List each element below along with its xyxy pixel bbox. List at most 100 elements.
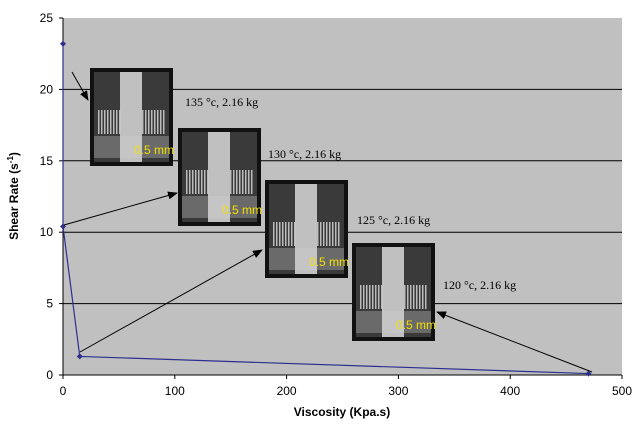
x-tick-label: 300: [388, 384, 408, 398]
die-tooth: [151, 110, 153, 134]
die-tooth: [239, 170, 241, 194]
die-tooth: [104, 110, 106, 134]
die-tooth: [160, 110, 162, 134]
photo-inset: 0.5 mm: [178, 128, 262, 226]
annotation: 135 °c, 2.16 kg: [185, 95, 258, 109]
die-tooth: [145, 110, 147, 134]
die-tooth: [323, 222, 325, 246]
data-point: [585, 370, 592, 377]
filament: [208, 132, 230, 222]
die-tooth: [338, 222, 340, 246]
y-tick-label: 0: [46, 368, 53, 382]
data-point: [76, 353, 83, 360]
die-tooth: [320, 222, 322, 246]
die-tooth: [142, 110, 144, 134]
die-tooth: [186, 170, 188, 194]
die-tooth: [157, 110, 159, 134]
die-tooth: [381, 285, 383, 309]
die-tooth: [416, 285, 418, 309]
die-tooth: [276, 222, 278, 246]
die-tooth: [230, 170, 232, 194]
die-tooth: [407, 285, 409, 309]
die-tooth: [116, 110, 118, 134]
die-tooth: [375, 285, 377, 309]
die-tooth: [236, 170, 238, 194]
die-tooth: [413, 285, 415, 309]
die-tooth: [378, 285, 380, 309]
x-tick-label: 100: [165, 384, 185, 398]
die-tooth: [285, 222, 287, 246]
annotation: 120 °c, 2.16 kg: [443, 278, 516, 292]
data-point: [60, 40, 66, 47]
die-tooth: [332, 222, 334, 246]
annotation: 125 °c, 2.16 kg: [357, 213, 430, 227]
die-tooth: [148, 110, 150, 134]
die-tooth: [201, 170, 203, 194]
die-tooth: [110, 110, 112, 134]
die-tooth: [113, 110, 115, 134]
die-tooth: [154, 110, 156, 134]
die-tooth: [242, 170, 244, 194]
die-tooth: [335, 222, 337, 246]
die-tooth: [98, 110, 100, 134]
die-tooth: [291, 222, 293, 246]
die-tooth: [101, 110, 103, 134]
die-tooth: [329, 222, 331, 246]
die-tooth: [251, 170, 253, 194]
die-tooth: [119, 110, 121, 134]
die-tooth: [248, 170, 250, 194]
arrows: [63, 71, 593, 373]
x-axis-label: Viscosity (Kpa.s): [294, 405, 390, 419]
y-tick-label: 5: [46, 297, 53, 311]
die-tooth: [279, 222, 281, 246]
die-tooth: [245, 170, 247, 194]
die-tooth: [369, 285, 371, 309]
die-tooth: [410, 285, 412, 309]
y-tick-label: 25: [40, 11, 54, 25]
die-tooth: [422, 285, 424, 309]
die-tooth: [163, 110, 165, 134]
x-tick-label: 0: [60, 384, 67, 398]
filament: [382, 247, 404, 337]
scale-label: 0.5 mm: [309, 255, 349, 269]
die-tooth: [419, 285, 421, 309]
x-tick-label: 500: [612, 384, 632, 398]
annotation: 130 °c, 2.16 kg: [268, 147, 341, 161]
die-tooth: [282, 222, 284, 246]
die-tooth: [372, 285, 374, 309]
y-tick-label: 10: [40, 225, 54, 239]
die-tooth: [195, 170, 197, 194]
x-tick-label: 400: [500, 384, 520, 398]
series-line: [62, 43, 589, 375]
photo-inset: 0.5 mm: [352, 243, 436, 341]
y-axis-label: Shear Rate (s-1): [6, 152, 21, 240]
die-tooth: [425, 285, 427, 309]
die-tooth: [273, 222, 275, 246]
photo-inset: 0.5 mm: [90, 68, 174, 166]
die-tooth: [207, 170, 209, 194]
die-tooth: [233, 170, 235, 194]
die-tooth: [294, 222, 296, 246]
photo-inset: 0.5 mm: [265, 180, 349, 278]
die-tooth: [204, 170, 206, 194]
filament: [295, 184, 317, 274]
die-tooth: [198, 170, 200, 194]
y-tick-label: 15: [40, 154, 54, 168]
die-tooth: [107, 110, 109, 134]
x-tick-label: 200: [277, 384, 297, 398]
die-tooth: [360, 285, 362, 309]
die-tooth: [363, 285, 365, 309]
scale-label: 0.5 mm: [222, 203, 262, 217]
die-tooth: [326, 222, 328, 246]
scale-label: 0.5 mm: [134, 143, 174, 157]
die-tooth: [317, 222, 319, 246]
die-tooth: [404, 285, 406, 309]
die-tooth: [288, 222, 290, 246]
y-tick-label: 20: [40, 82, 54, 96]
die-tooth: [366, 285, 368, 309]
die-tooth: [189, 170, 191, 194]
die-tooth: [192, 170, 194, 194]
filament: [120, 72, 142, 162]
scale-label: 0.5 mm: [396, 318, 436, 332]
